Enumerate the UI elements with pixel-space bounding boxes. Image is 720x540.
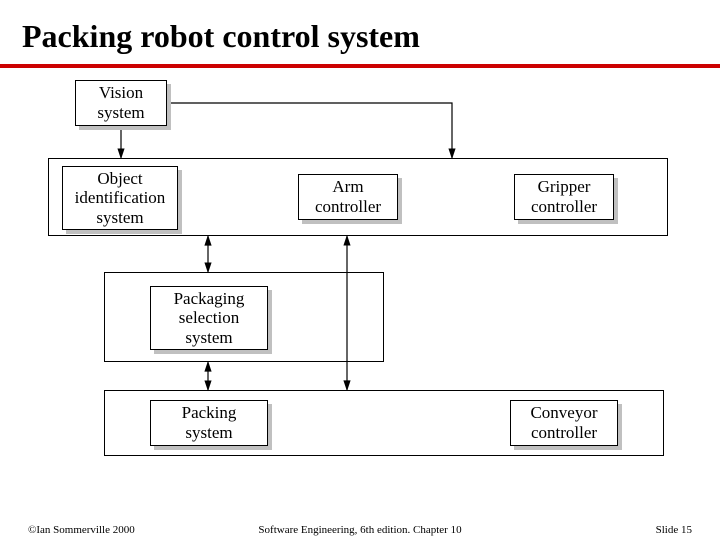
footer-slide-number: Slide 15: [656, 524, 692, 536]
diagram-canvas: Visionsystem Objectidentificationsystem Ar…: [0, 74, 720, 494]
node-conveyor: Conveyorcontroller: [510, 400, 618, 446]
node-vision: Visionsystem: [75, 80, 167, 126]
node-gripper: Grippercontroller: [514, 174, 614, 220]
edge-vision-right-c1-top-right: [167, 103, 452, 158]
slide-title: Packing robot control system: [22, 18, 420, 55]
footer-chapter: Software Engineering, 6th edition. Chapt…: [0, 524, 720, 536]
title-underline: [0, 64, 720, 68]
node-pkgsel: Packagingselectionsystem: [150, 286, 268, 350]
node-objid: Objectidentificationsystem: [62, 166, 178, 230]
node-packing: Packingsystem: [150, 400, 268, 446]
node-arm: Armcontroller: [298, 174, 398, 220]
